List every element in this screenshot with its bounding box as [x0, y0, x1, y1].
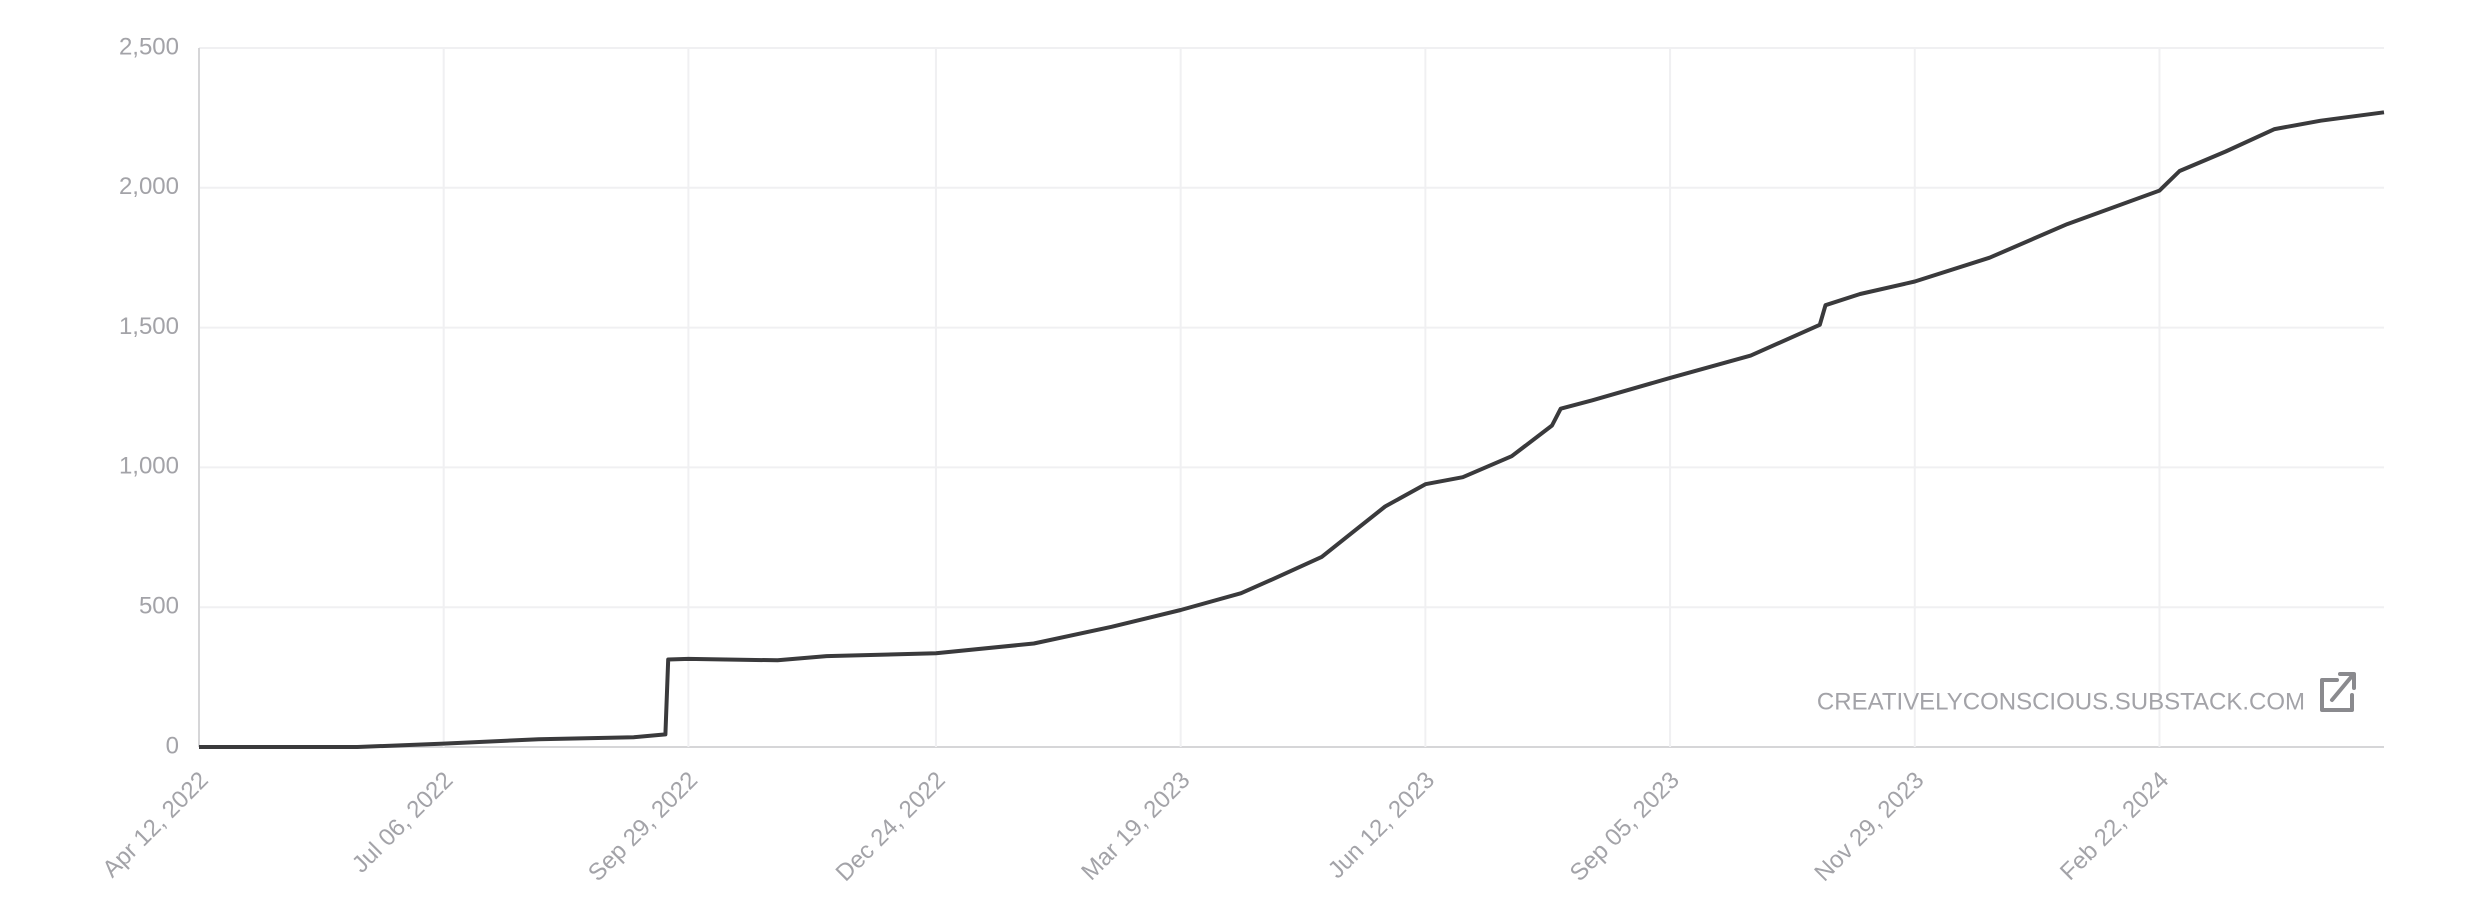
external-link-icon[interactable] — [2320, 672, 2356, 712]
x-tick-label: Jul 06, 2022 — [347, 767, 459, 879]
x-tick-label: Sep 05, 2023 — [1565, 767, 1685, 887]
plot: 0 500 1,000 1,500 2,000 2,500 Apr 12, 2022 Jul … — [97, 33, 2385, 887]
y-tick-label: 2,500 — [119, 33, 179, 60]
line — [199, 110, 2385, 749]
x-tick-label: Feb 22, 2024 — [2055, 767, 2174, 886]
x-tick-label: Jun 12, 2023 — [1323, 767, 1440, 884]
y-tick-label: 1,000 — [119, 453, 179, 480]
y-tick-label: 500 — [139, 593, 179, 620]
x-tick-label: Dec 24, 2022 — [831, 767, 951, 887]
x-tick-label: Sep 29, 2022 — [583, 767, 703, 887]
x-tick-label: Nov 29, 2023 — [1809, 767, 1929, 887]
y-tick-label: 2,000 — [119, 173, 179, 200]
y-tick-label: 1,500 — [119, 313, 179, 340]
watermark[interactable]: CREATIVELYCONSCIOUS.SUBSTACK.COM — [1817, 688, 2305, 715]
y-tick-label: 0 — [166, 732, 179, 759]
watermark-link[interactable]: CREATIVELYCONSCIOUS.SUBSTACK.COM — [1817, 672, 2356, 715]
x-tick-label: Mar 19, 2023 — [1076, 767, 1195, 886]
x-tick-label: Apr 12, 2022 — [97, 767, 213, 883]
